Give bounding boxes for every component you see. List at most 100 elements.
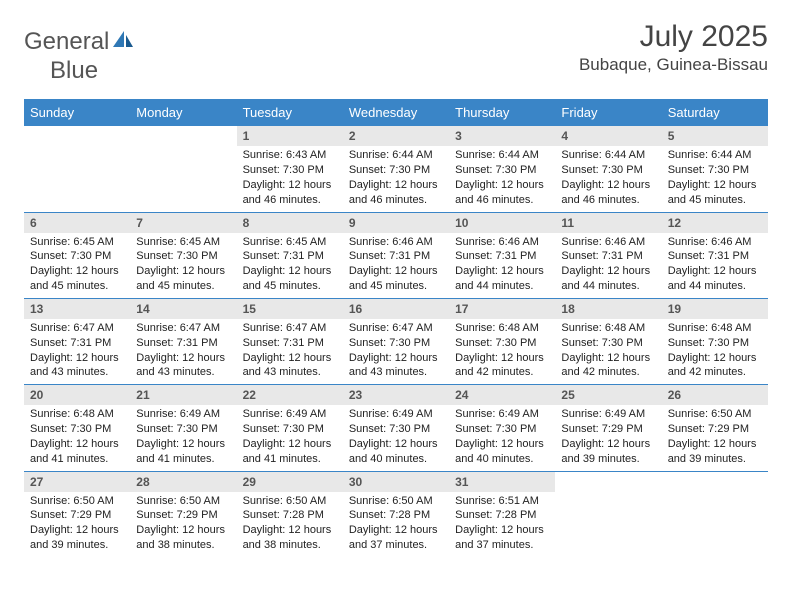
day-details: Sunrise: 6:44 AMSunset: 7:30 PMDaylight:… — [555, 146, 661, 211]
day-details: Sunrise: 6:49 AMSunset: 7:30 PMDaylight:… — [449, 405, 555, 470]
day-d1: Daylight: 12 hours — [349, 523, 443, 538]
calendar-cell: 18Sunrise: 6:48 AMSunset: 7:30 PMDayligh… — [555, 298, 661, 384]
day-ss: Sunset: 7:30 PM — [668, 336, 762, 351]
day-ss: Sunset: 7:30 PM — [455, 163, 549, 178]
day-sr: Sunrise: 6:50 AM — [136, 494, 230, 509]
day-d1: Daylight: 12 hours — [668, 178, 762, 193]
day-d2: and 39 minutes. — [668, 452, 762, 467]
day-number: 16 — [343, 299, 449, 319]
col-tuesday: Tuesday — [237, 99, 343, 126]
day-details: Sunrise: 6:44 AMSunset: 7:30 PMDaylight:… — [449, 146, 555, 211]
day-details: Sunrise: 6:50 AMSunset: 7:28 PMDaylight:… — [343, 492, 449, 557]
day-details: Sunrise: 6:48 AMSunset: 7:30 PMDaylight:… — [662, 319, 768, 384]
day-details: Sunrise: 6:46 AMSunset: 7:31 PMDaylight:… — [343, 233, 449, 298]
day-d1: Daylight: 12 hours — [136, 264, 230, 279]
col-wednesday: Wednesday — [343, 99, 449, 126]
title-month: July 2025 — [579, 20, 768, 53]
calendar-cell: 4Sunrise: 6:44 AMSunset: 7:30 PMDaylight… — [555, 126, 661, 212]
day-d2: and 45 minutes. — [30, 279, 124, 294]
day-d2: and 40 minutes. — [455, 452, 549, 467]
day-ss: Sunset: 7:29 PM — [668, 422, 762, 437]
day-details: Sunrise: 6:46 AMSunset: 7:31 PMDaylight:… — [555, 233, 661, 298]
col-saturday: Saturday — [662, 99, 768, 126]
day-ss: Sunset: 7:31 PM — [243, 249, 337, 264]
day-d1: Daylight: 12 hours — [349, 437, 443, 452]
day-details: Sunrise: 6:47 AMSunset: 7:30 PMDaylight:… — [343, 319, 449, 384]
day-number: 6 — [24, 213, 130, 233]
day-d1: Daylight: 12 hours — [455, 351, 549, 366]
day-ss: Sunset: 7:31 PM — [561, 249, 655, 264]
calendar-cell: 29Sunrise: 6:50 AMSunset: 7:28 PMDayligh… — [237, 471, 343, 557]
day-details: Sunrise: 6:47 AMSunset: 7:31 PMDaylight:… — [24, 319, 130, 384]
day-d1: Daylight: 12 hours — [668, 264, 762, 279]
day-d2: and 37 minutes. — [349, 538, 443, 553]
day-details: Sunrise: 6:45 AMSunset: 7:30 PMDaylight:… — [24, 233, 130, 298]
day-d1: Daylight: 12 hours — [349, 264, 443, 279]
calendar-cell: 23Sunrise: 6:49 AMSunset: 7:30 PMDayligh… — [343, 385, 449, 471]
day-details: Sunrise: 6:44 AMSunset: 7:30 PMDaylight:… — [662, 146, 768, 211]
calendar-cell: 17Sunrise: 6:48 AMSunset: 7:30 PMDayligh… — [449, 298, 555, 384]
day-ss: Sunset: 7:29 PM — [561, 422, 655, 437]
day-number: 25 — [555, 385, 661, 405]
day-d1: Daylight: 12 hours — [455, 523, 549, 538]
calendar-cell: 22Sunrise: 6:49 AMSunset: 7:30 PMDayligh… — [237, 385, 343, 471]
day-number: 1 — [237, 126, 343, 146]
day-details: Sunrise: 6:48 AMSunset: 7:30 PMDaylight:… — [555, 319, 661, 384]
day-details: Sunrise: 6:50 AMSunset: 7:29 PMDaylight:… — [130, 492, 236, 557]
calendar-row: 27Sunrise: 6:50 AMSunset: 7:29 PMDayligh… — [24, 471, 768, 557]
day-sr: Sunrise: 6:48 AM — [455, 321, 549, 336]
day-d1: Daylight: 12 hours — [455, 437, 549, 452]
day-d2: and 42 minutes. — [561, 365, 655, 380]
day-sr: Sunrise: 6:47 AM — [243, 321, 337, 336]
day-d2: and 43 minutes. — [243, 365, 337, 380]
calendar-row: 6Sunrise: 6:45 AMSunset: 7:30 PMDaylight… — [24, 212, 768, 298]
day-details: Sunrise: 6:47 AMSunset: 7:31 PMDaylight:… — [130, 319, 236, 384]
calendar-row: 1Sunrise: 6:43 AMSunset: 7:30 PMDaylight… — [24, 126, 768, 212]
day-details: Sunrise: 6:50 AMSunset: 7:28 PMDaylight:… — [237, 492, 343, 557]
day-d2: and 43 minutes. — [349, 365, 443, 380]
day-sr: Sunrise: 6:44 AM — [349, 148, 443, 163]
calendar-cell — [662, 471, 768, 557]
day-details: Sunrise: 6:47 AMSunset: 7:31 PMDaylight:… — [237, 319, 343, 384]
day-ss: Sunset: 7:30 PM — [243, 163, 337, 178]
day-details: Sunrise: 6:50 AMSunset: 7:29 PMDaylight:… — [662, 405, 768, 470]
calendar-cell: 1Sunrise: 6:43 AMSunset: 7:30 PMDaylight… — [237, 126, 343, 212]
day-d1: Daylight: 12 hours — [243, 264, 337, 279]
day-details: Sunrise: 6:49 AMSunset: 7:30 PMDaylight:… — [237, 405, 343, 470]
day-d2: and 44 minutes. — [455, 279, 549, 294]
day-number: 17 — [449, 299, 555, 319]
calendar-head: Sunday Monday Tuesday Wednesday Thursday… — [24, 99, 768, 126]
day-d1: Daylight: 12 hours — [561, 437, 655, 452]
day-details: Sunrise: 6:48 AMSunset: 7:30 PMDaylight:… — [24, 405, 130, 470]
day-sr: Sunrise: 6:46 AM — [561, 235, 655, 250]
day-sr: Sunrise: 6:45 AM — [30, 235, 124, 250]
day-ss: Sunset: 7:31 PM — [30, 336, 124, 351]
day-sr: Sunrise: 6:46 AM — [455, 235, 549, 250]
title-location: Bubaque, Guinea-Bissau — [579, 55, 768, 75]
day-details: Sunrise: 6:48 AMSunset: 7:30 PMDaylight:… — [449, 319, 555, 384]
day-sr: Sunrise: 6:49 AM — [561, 407, 655, 422]
calendar-row: 13Sunrise: 6:47 AMSunset: 7:31 PMDayligh… — [24, 298, 768, 384]
day-d2: and 38 minutes. — [243, 538, 337, 553]
calendar-table: Sunday Monday Tuesday Wednesday Thursday… — [24, 99, 768, 557]
day-details: Sunrise: 6:46 AMSunset: 7:31 PMDaylight:… — [449, 233, 555, 298]
day-sr: Sunrise: 6:51 AM — [455, 494, 549, 509]
day-details: Sunrise: 6:44 AMSunset: 7:30 PMDaylight:… — [343, 146, 449, 211]
logo: General — [24, 20, 137, 56]
day-details: Sunrise: 6:49 AMSunset: 7:29 PMDaylight:… — [555, 405, 661, 470]
day-sr: Sunrise: 6:49 AM — [349, 407, 443, 422]
col-thursday: Thursday — [449, 99, 555, 126]
day-d1: Daylight: 12 hours — [136, 523, 230, 538]
day-d1: Daylight: 12 hours — [561, 264, 655, 279]
day-d2: and 39 minutes. — [561, 452, 655, 467]
day-number: 5 — [662, 126, 768, 146]
day-d1: Daylight: 12 hours — [668, 437, 762, 452]
col-friday: Friday — [555, 99, 661, 126]
day-number: 14 — [130, 299, 236, 319]
calendar-cell: 8Sunrise: 6:45 AMSunset: 7:31 PMDaylight… — [237, 212, 343, 298]
day-sr: Sunrise: 6:44 AM — [668, 148, 762, 163]
day-d2: and 38 minutes. — [136, 538, 230, 553]
day-ss: Sunset: 7:30 PM — [455, 422, 549, 437]
day-sr: Sunrise: 6:47 AM — [136, 321, 230, 336]
calendar-cell: 31Sunrise: 6:51 AMSunset: 7:28 PMDayligh… — [449, 471, 555, 557]
